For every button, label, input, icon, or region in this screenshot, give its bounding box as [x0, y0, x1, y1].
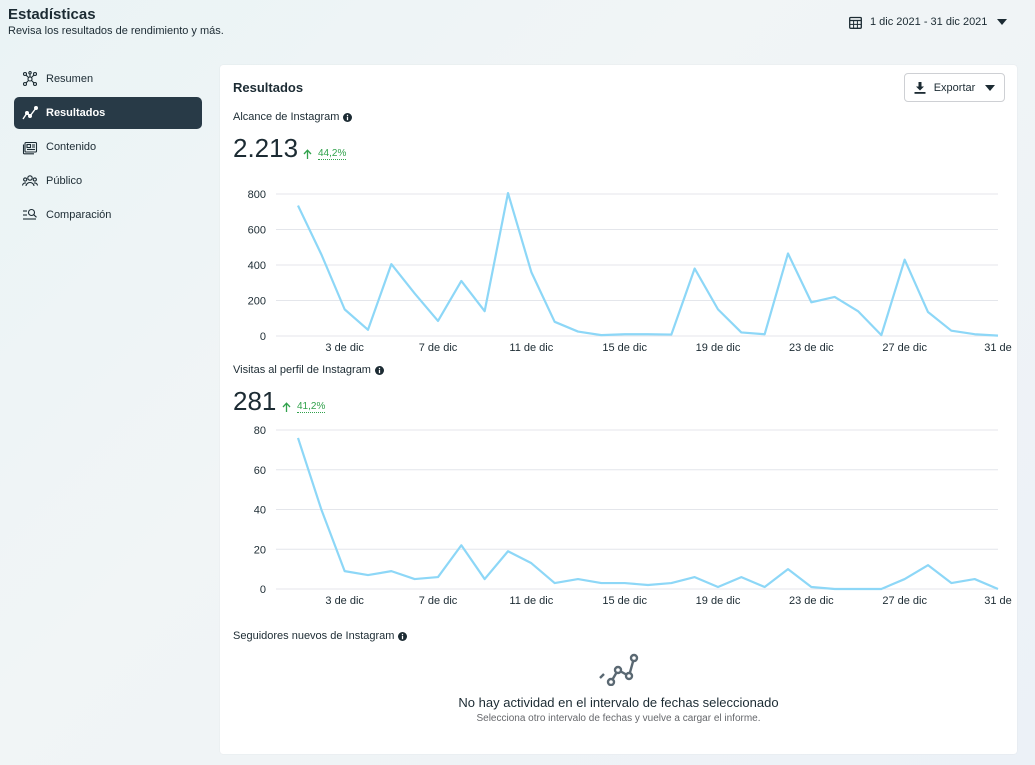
y-tick-label: 80 — [254, 425, 266, 437]
y-tick-label: 200 — [248, 296, 266, 308]
profile-visits-change: 41,2% — [282, 401, 326, 413]
reach-change-value: 44,2% — [318, 148, 347, 160]
reach-value: 2.213 — [233, 133, 299, 163]
y-tick-label: 0 — [260, 331, 266, 343]
results-trend-icon — [22, 106, 38, 120]
profile-visits-label: Visitas al perfil de Instagram — [233, 364, 384, 376]
sidebar-item-label: Resultados — [46, 107, 106, 119]
x-tick-label: 3 de dic — [325, 342, 364, 354]
info-icon[interactable] — [343, 112, 353, 122]
empty-state-subtitle: Selecciona otro intervalo de fechas y vu… — [476, 713, 761, 724]
export-label: Exportar — [933, 81, 976, 94]
x-tick-label: 3 de dic — [325, 595, 364, 607]
x-tick-label: 19 de dic — [696, 342, 741, 354]
y-tick-label: 400 — [248, 260, 266, 272]
info-icon[interactable] — [398, 631, 408, 641]
profile-visits-line-chart: 0 20 40 60 80 3 de dic 7 de dic 11 de dic 15 de … — [254, 425, 1012, 607]
download-icon — [914, 81, 926, 94]
sidebar-item-label: Comparación — [46, 209, 112, 221]
x-tick-label: 15 de dic — [602, 342, 647, 354]
sidebar-item-publico[interactable]: Público — [14, 165, 202, 197]
reach-label: Alcance de Instagram — [233, 111, 353, 123]
x-tick-label: 15 de dic — [602, 595, 647, 607]
sidebar-item-label: Resumen — [46, 73, 94, 85]
profile-visits-value: 281 — [233, 386, 277, 416]
calendar-icon — [849, 16, 862, 29]
reach-line-chart: 0 200 400 600 800 3 de dic 7 de dic 11 de dic 15… — [248, 189, 1012, 354]
arrow-up-icon — [303, 149, 312, 159]
comparison-icon — [23, 208, 37, 220]
x-tick-label: 31 de — [984, 595, 1012, 607]
chevron-down-icon — [985, 84, 996, 91]
date-range-label: 1 dic 2021 - 31 dic 2021 — [870, 16, 988, 28]
x-tick-label: 27 de dic — [882, 342, 927, 354]
profile-visits-label-text: Visitas al perfil de Instagram — [233, 364, 371, 376]
x-tick-label: 11 de dic — [509, 595, 553, 607]
sidebar-item-contenido[interactable]: Contenido — [14, 131, 202, 163]
arrow-up-icon — [282, 402, 291, 412]
page-subtitle: Revisa los resultados de rendimiento y m… — [8, 25, 224, 37]
sidebar-item-comparacion[interactable]: Comparación — [14, 199, 202, 231]
x-tick-label: 31 de — [984, 342, 1012, 354]
sidebar-item-resultados[interactable]: Resultados — [14, 97, 202, 129]
y-tick-label: 0 — [260, 584, 266, 596]
audience-icon — [22, 175, 38, 187]
info-icon[interactable] — [374, 365, 384, 375]
results-card: Resultados Exportar Alcance de Instagram… — [220, 65, 1017, 754]
x-tick-label: 7 de dic — [419, 342, 458, 354]
sidebar-item-label: Público — [46, 175, 83, 187]
x-tick-label: 7 de dic — [419, 595, 458, 607]
reach-label-text: Alcance de Instagram — [233, 111, 340, 123]
y-tick-label: 600 — [248, 225, 266, 237]
x-tick-label: 23 de dic — [789, 342, 834, 354]
new-followers-label: Seguidores nuevos de Instagram — [233, 630, 408, 642]
series-line — [297, 192, 999, 337]
empty-state-title: No hay actividad en el intervalo de fech… — [458, 695, 779, 710]
sidebar: Resumen Resultados Contenido Público Com… — [14, 63, 202, 233]
x-tick-label: 27 de dic — [882, 595, 927, 607]
chevron-down-icon — [997, 19, 1008, 25]
overview-icon — [22, 71, 38, 87]
profile-visits-change-value: 41,2% — [297, 401, 326, 413]
x-tick-label: 23 de dic — [789, 595, 834, 607]
y-tick-label: 20 — [254, 544, 266, 556]
new-followers-label-text: Seguidores nuevos de Instagram — [233, 630, 395, 642]
sidebar-item-label: Contenido — [46, 141, 97, 153]
y-tick-label: 40 — [254, 505, 266, 517]
results-title: Resultados — [233, 80, 304, 95]
content-icon — [22, 141, 38, 155]
page-title: Estadísticas — [8, 6, 96, 23]
y-tick-label: 60 — [254, 465, 266, 477]
x-tick-label: 11 de dic — [509, 342, 553, 354]
reach-change: 44,2% — [303, 148, 347, 160]
date-range-picker[interactable]: 1 dic 2021 - 31 dic 2021 — [849, 12, 1008, 32]
sidebar-item-resumen[interactable]: Resumen — [14, 63, 202, 95]
export-button[interactable]: Exportar — [904, 73, 1005, 102]
x-tick-label: 19 de dic — [696, 595, 741, 607]
empty-chart-icon — [599, 653, 639, 686]
y-tick-label: 800 — [248, 189, 266, 201]
series-line — [296, 437, 999, 591]
